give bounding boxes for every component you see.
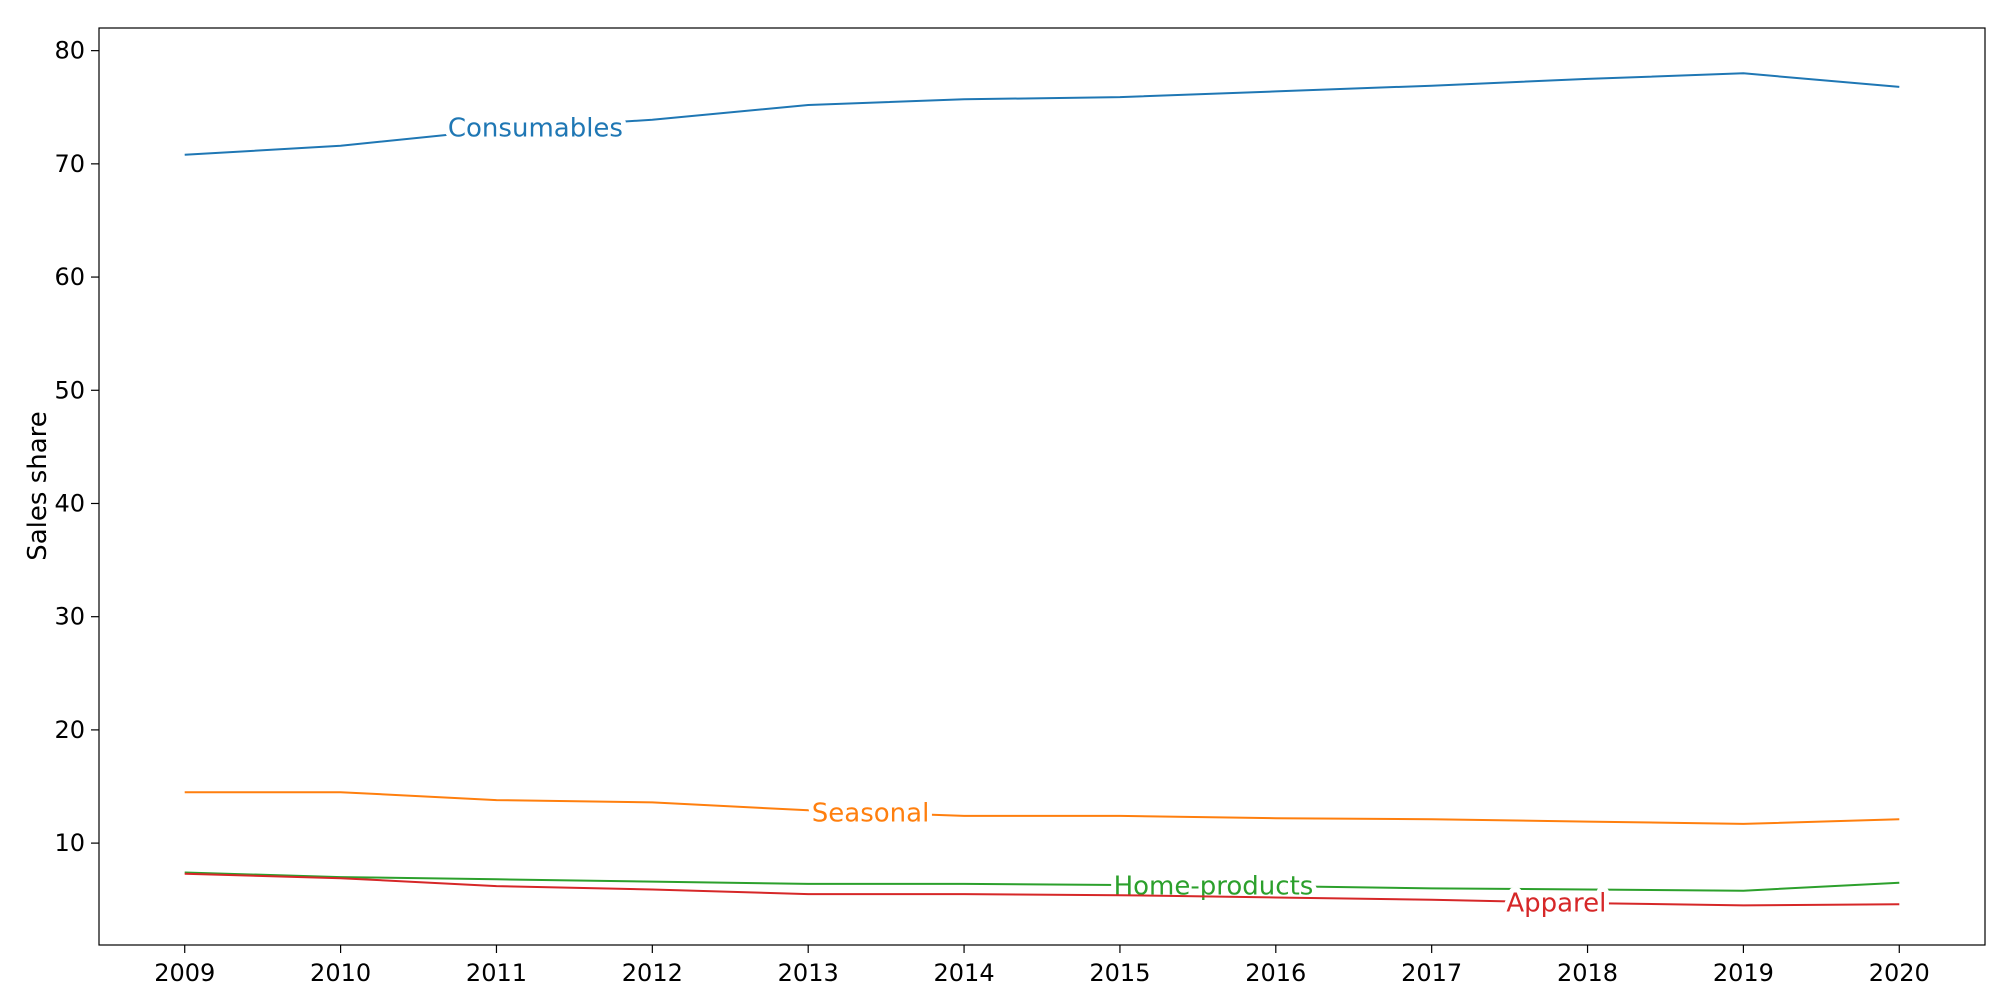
series-label-home-products: Home-products <box>1114 872 1314 902</box>
x-tick-label: 2018 <box>1557 959 1618 987</box>
x-axis-ticks: 2009 2010 2011 2012 2013 2014 2015 2016 2017 2018… <box>154 945 1930 987</box>
x-tick-label: 2015 <box>1089 959 1150 987</box>
x-tick-label: 2011 <box>466 959 527 987</box>
x-tick-label: 2013 <box>778 959 839 987</box>
series-label-consumables: Consumables <box>448 113 623 143</box>
y-tick-label: 10 <box>54 829 85 857</box>
y-tick-label: 50 <box>54 376 85 404</box>
x-tick-label: 2017 <box>1401 959 1462 987</box>
x-tick-label: 2009 <box>154 959 215 987</box>
series-line-home-products <box>184 871 1900 892</box>
x-tick-label: 2010 <box>310 959 371 987</box>
x-tick-label: 2014 <box>934 959 995 987</box>
plot-frame <box>98 27 1986 946</box>
series-line-seasonal <box>184 791 1900 825</box>
y-axis-title: Sales share <box>23 411 53 561</box>
series-label-seasonal: Seasonal <box>812 799 930 829</box>
x-tick-label: 2016 <box>1245 959 1306 987</box>
y-axis-ticks: 10 20 30 40 50 60 70 80 <box>54 37 99 857</box>
series-line-consumables <box>184 72 1900 156</box>
series-line-apparel <box>184 872 1900 907</box>
x-tick-label: 2020 <box>1869 959 1930 987</box>
y-tick-label: 40 <box>54 489 85 517</box>
y-tick-label: 70 <box>54 150 85 178</box>
y-tick-label: 30 <box>54 603 85 631</box>
x-tick-label: 2019 <box>1713 959 1774 987</box>
x-tick-label: 2012 <box>622 959 683 987</box>
y-tick-label: 20 <box>54 716 85 744</box>
y-tick-label: 80 <box>54 37 85 65</box>
plot-background <box>99 28 1985 945</box>
series-label-apparel: Apparel <box>1506 888 1606 918</box>
series-layer: Consumables Seasonal Home-products Apparel <box>184 72 1900 923</box>
y-tick-label: 60 <box>54 263 85 291</box>
